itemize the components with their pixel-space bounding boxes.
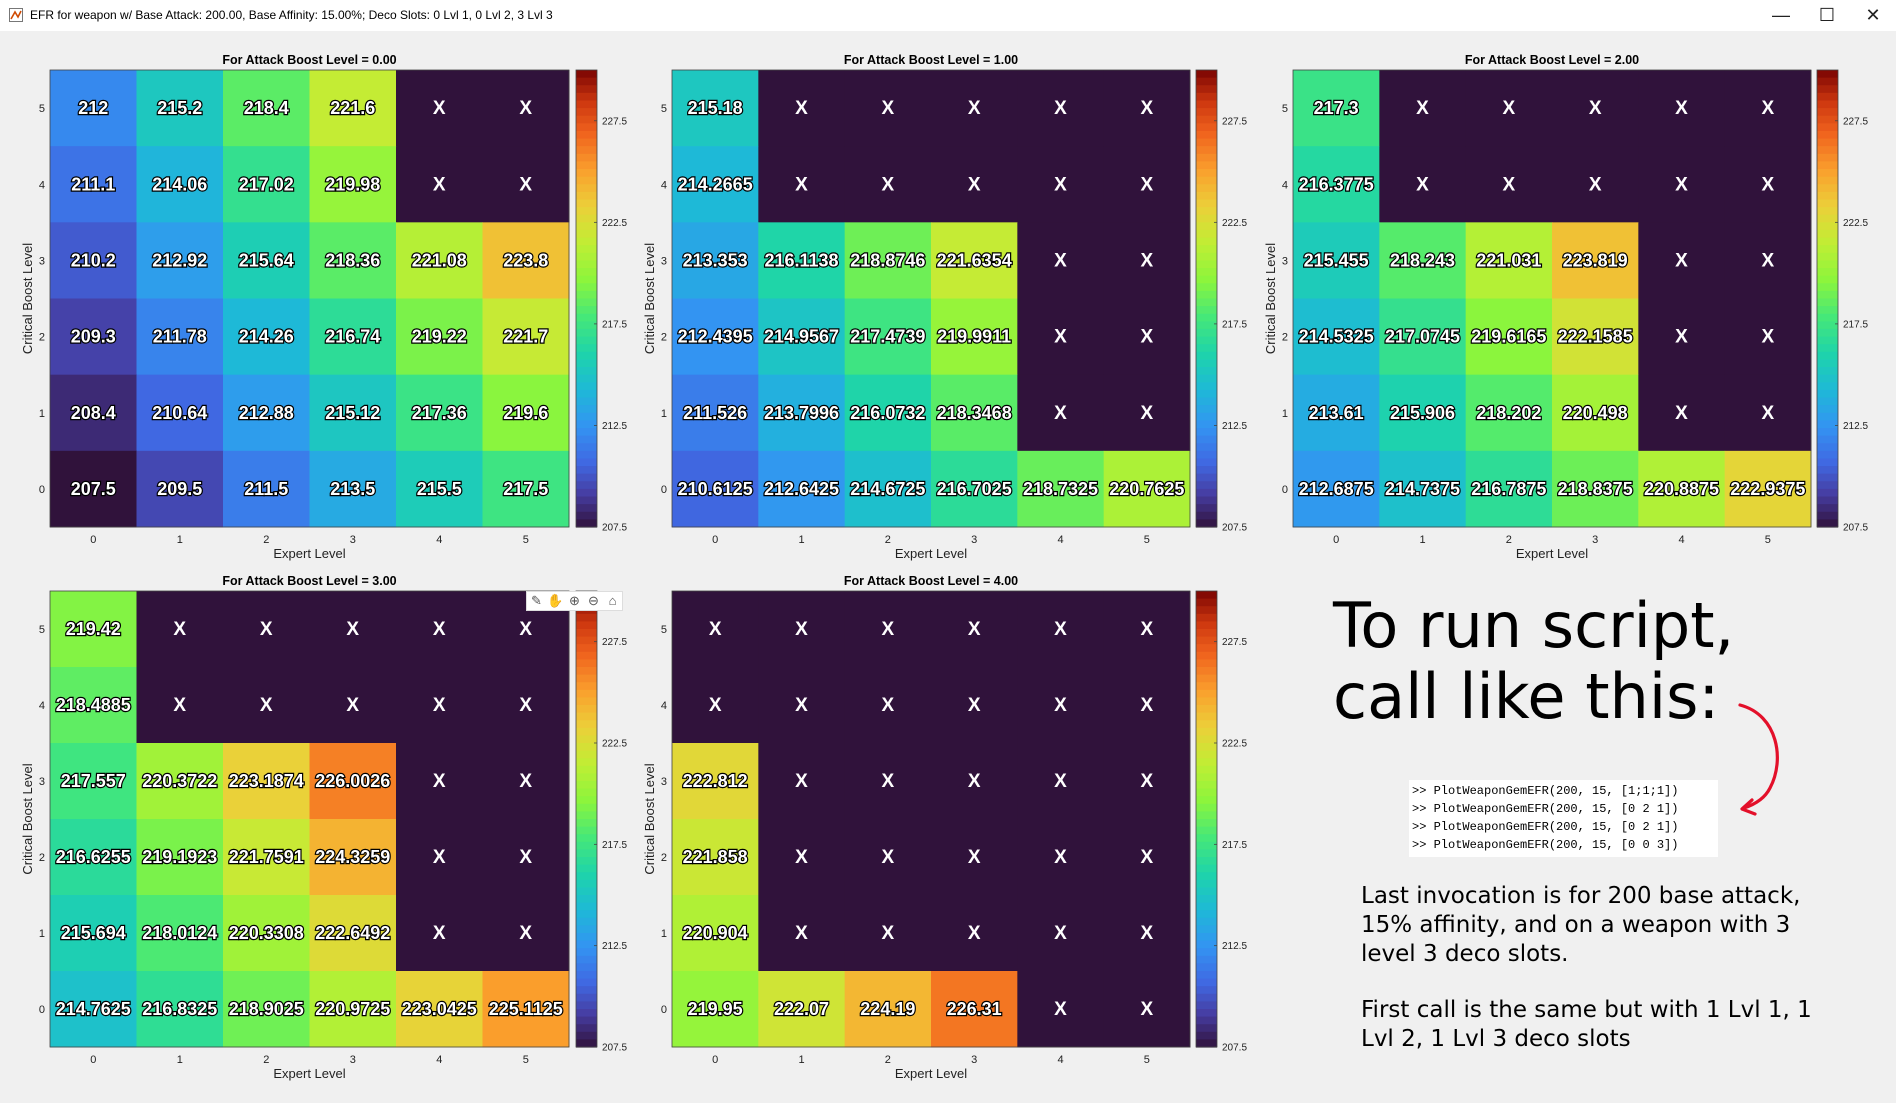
zoom-in-icon[interactable]: ⊕ [569, 593, 580, 608]
code-example-box: >> PlotWeaponGemEFR(200, 15, [1;1;1]) >>… [1409, 780, 1718, 857]
matlab-figure-icon [9, 8, 23, 22]
pan-hand-icon[interactable]: ✋ [547, 593, 564, 608]
annotation-heading-line1: To run script, [1333, 589, 1735, 662]
code-line: >> PlotWeaponGemEFR(200, 15, [0 2 1]) [1412, 802, 1679, 816]
code-line: >> PlotWeaponGemEFR(200, 15, [1;1;1]) [1412, 784, 1679, 798]
annotation-paragraph-2: First call is the same but with 1 Lvl 1,… [1361, 997, 1812, 1052]
close-button[interactable]: ✕ [1865, 5, 1881, 25]
axes-toolbar: ✎ ✋ ⊕ ⊖ ⌂ [526, 591, 623, 611]
maximize-button[interactable]: ☐ [1818, 5, 1836, 25]
code-line: >> PlotWeaponGemEFR(200, 15, [0 2 1]) [1412, 820, 1679, 834]
red-arrow-icon [1738, 703, 1779, 816]
window-title: EFR for weapon w/ Base Attack: 200.00, B… [30, 8, 553, 22]
annotation-notes: Last invocation is for 200 base attack, … [1361, 882, 1841, 1081]
code-line: >> PlotWeaponGemEFR(200, 15, [0 0 3]) [1412, 838, 1679, 852]
zoom-out-icon[interactable]: ⊖ [588, 593, 599, 608]
brush-icon[interactable]: ✎ [531, 593, 542, 608]
annotation-heading: To run script, call like this: [1333, 590, 1734, 732]
annotation-heading-line2: call like this: [1333, 660, 1720, 733]
annotation-paragraph-1: Last invocation is for 200 base attack, … [1361, 883, 1801, 967]
window-titlebar: EFR for weapon w/ Base Attack: 200.00, B… [0, 0, 1896, 32]
home-icon[interactable]: ⌂ [608, 593, 617, 608]
minimize-button[interactable]: — [1772, 5, 1790, 25]
